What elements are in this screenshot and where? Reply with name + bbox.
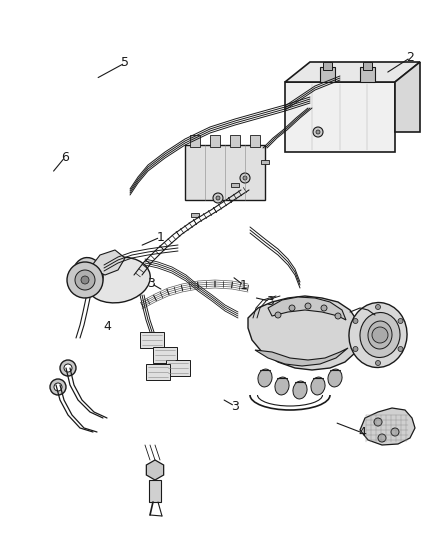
- Circle shape: [315, 130, 319, 134]
- Polygon shape: [153, 347, 177, 363]
- Polygon shape: [247, 296, 359, 370]
- Circle shape: [371, 327, 387, 343]
- Circle shape: [334, 313, 340, 319]
- Circle shape: [60, 360, 76, 376]
- Circle shape: [67, 262, 103, 298]
- Polygon shape: [394, 62, 419, 132]
- FancyBboxPatch shape: [209, 135, 219, 147]
- Polygon shape: [184, 145, 265, 200]
- Polygon shape: [166, 360, 190, 376]
- Circle shape: [397, 346, 402, 351]
- Text: 1: 1: [156, 231, 164, 244]
- Polygon shape: [90, 250, 125, 275]
- Polygon shape: [230, 183, 238, 187]
- FancyBboxPatch shape: [319, 67, 334, 82]
- Ellipse shape: [292, 381, 306, 399]
- Circle shape: [75, 270, 95, 290]
- Ellipse shape: [367, 321, 391, 349]
- Ellipse shape: [327, 369, 341, 387]
- Text: 3: 3: [147, 277, 155, 290]
- Ellipse shape: [274, 377, 288, 395]
- Polygon shape: [254, 348, 347, 366]
- Circle shape: [243, 176, 247, 180]
- Circle shape: [50, 379, 66, 395]
- Text: 5: 5: [121, 56, 129, 69]
- Circle shape: [81, 276, 89, 284]
- Circle shape: [374, 360, 380, 366]
- Circle shape: [240, 173, 249, 183]
- Circle shape: [288, 305, 294, 311]
- Text: 4: 4: [103, 320, 111, 333]
- Ellipse shape: [258, 369, 272, 387]
- Circle shape: [374, 304, 380, 310]
- FancyBboxPatch shape: [359, 67, 374, 82]
- Ellipse shape: [310, 377, 324, 395]
- Text: 2: 2: [406, 51, 413, 64]
- Polygon shape: [284, 62, 419, 82]
- Circle shape: [215, 196, 219, 200]
- Polygon shape: [146, 460, 163, 480]
- Ellipse shape: [348, 303, 406, 367]
- FancyBboxPatch shape: [190, 135, 200, 147]
- Ellipse shape: [73, 257, 103, 293]
- Circle shape: [54, 383, 62, 391]
- Circle shape: [373, 418, 381, 426]
- Polygon shape: [261, 160, 268, 164]
- FancyBboxPatch shape: [322, 62, 331, 70]
- Circle shape: [304, 303, 310, 309]
- Polygon shape: [140, 332, 164, 348]
- FancyBboxPatch shape: [148, 480, 161, 502]
- Polygon shape: [359, 408, 414, 445]
- FancyBboxPatch shape: [284, 82, 394, 152]
- Circle shape: [377, 434, 385, 442]
- Circle shape: [352, 346, 357, 351]
- Ellipse shape: [85, 257, 150, 303]
- FancyBboxPatch shape: [362, 62, 371, 70]
- Text: 3: 3: [230, 400, 238, 413]
- Text: 6: 6: [61, 151, 69, 164]
- Text: 1: 1: [239, 279, 247, 292]
- Circle shape: [397, 319, 402, 324]
- Polygon shape: [267, 297, 345, 320]
- Circle shape: [64, 364, 72, 372]
- Polygon shape: [146, 364, 170, 380]
- Ellipse shape: [359, 312, 399, 358]
- FancyBboxPatch shape: [249, 135, 259, 147]
- Circle shape: [352, 319, 357, 324]
- Text: 4: 4: [357, 426, 365, 439]
- Text: 3: 3: [265, 295, 273, 308]
- Circle shape: [312, 127, 322, 137]
- FancyBboxPatch shape: [230, 135, 240, 147]
- Circle shape: [212, 193, 223, 203]
- Circle shape: [274, 312, 280, 318]
- Circle shape: [320, 305, 326, 311]
- Polygon shape: [191, 213, 198, 217]
- Circle shape: [390, 428, 398, 436]
